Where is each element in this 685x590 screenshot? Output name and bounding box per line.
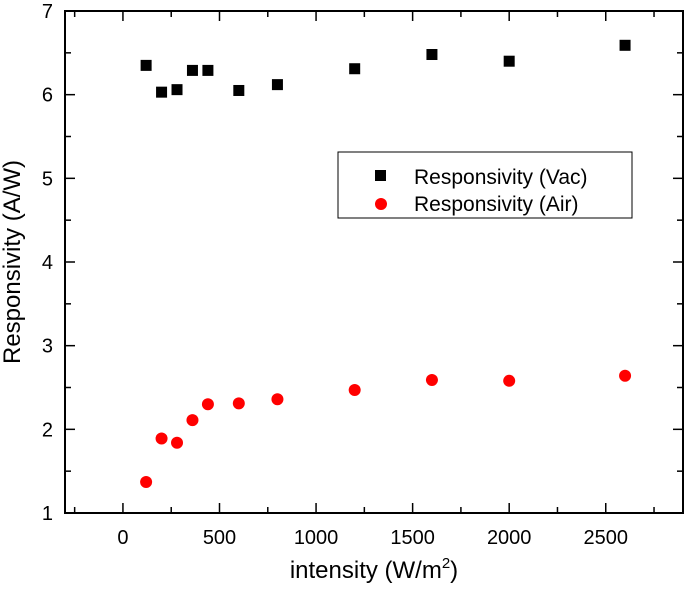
data-point-air: [232, 397, 245, 410]
x-axis-label: intensity (W/m2): [290, 555, 458, 584]
data-point-air: [140, 476, 153, 489]
data-point-vac: [503, 55, 515, 67]
data-point-vac: [156, 86, 168, 98]
x-tick-label: 2000: [487, 527, 532, 549]
y-tick-label: 3: [42, 336, 53, 358]
x-tick-label: 2500: [584, 527, 629, 549]
legend-label-air: Responsivity (Air): [414, 193, 579, 216]
y-tick-label: 6: [42, 85, 53, 107]
legend-marker-vac: [375, 170, 386, 181]
x-tick-label: 1500: [390, 527, 435, 549]
y-tick-label: 7: [42, 1, 53, 23]
data-point-vac: [349, 63, 361, 75]
y-tick-label: 2: [42, 419, 53, 441]
data-point-air: [271, 393, 284, 406]
y-tick-label: 1: [42, 503, 53, 525]
data-point-air: [425, 373, 438, 386]
data-point-air: [201, 398, 214, 411]
data-point-air: [186, 414, 199, 427]
data-point-air: [503, 374, 516, 387]
legend-box: [337, 151, 633, 219]
data-point-vac: [202, 64, 214, 76]
y-axis-label: Responsivity (A/W): [0, 160, 26, 364]
x-tick-label: 500: [203, 527, 236, 549]
data-point-air: [155, 432, 168, 445]
x-tick-label: 1000: [294, 527, 339, 549]
data-point-vac: [426, 49, 438, 61]
x-tick-label: 0: [117, 527, 128, 549]
data-point-vac: [140, 59, 152, 71]
data-point-vac: [619, 39, 631, 51]
y-tick-label: 5: [42, 168, 53, 190]
legend-marker-air: [375, 198, 387, 210]
y-tick-label: 4: [42, 252, 53, 274]
data-point-air: [348, 384, 361, 397]
legend-label-vac: Responsivity (Vac): [414, 166, 588, 189]
data-point-vac: [171, 84, 183, 96]
data-point-vac: [186, 64, 198, 76]
data-point-air: [171, 436, 184, 449]
data-point-air: [619, 369, 632, 382]
data-point-vac: [233, 84, 245, 96]
data-point-vac: [271, 79, 283, 91]
legend: Responsivity (Vac) Responsivity (Air): [337, 151, 633, 219]
